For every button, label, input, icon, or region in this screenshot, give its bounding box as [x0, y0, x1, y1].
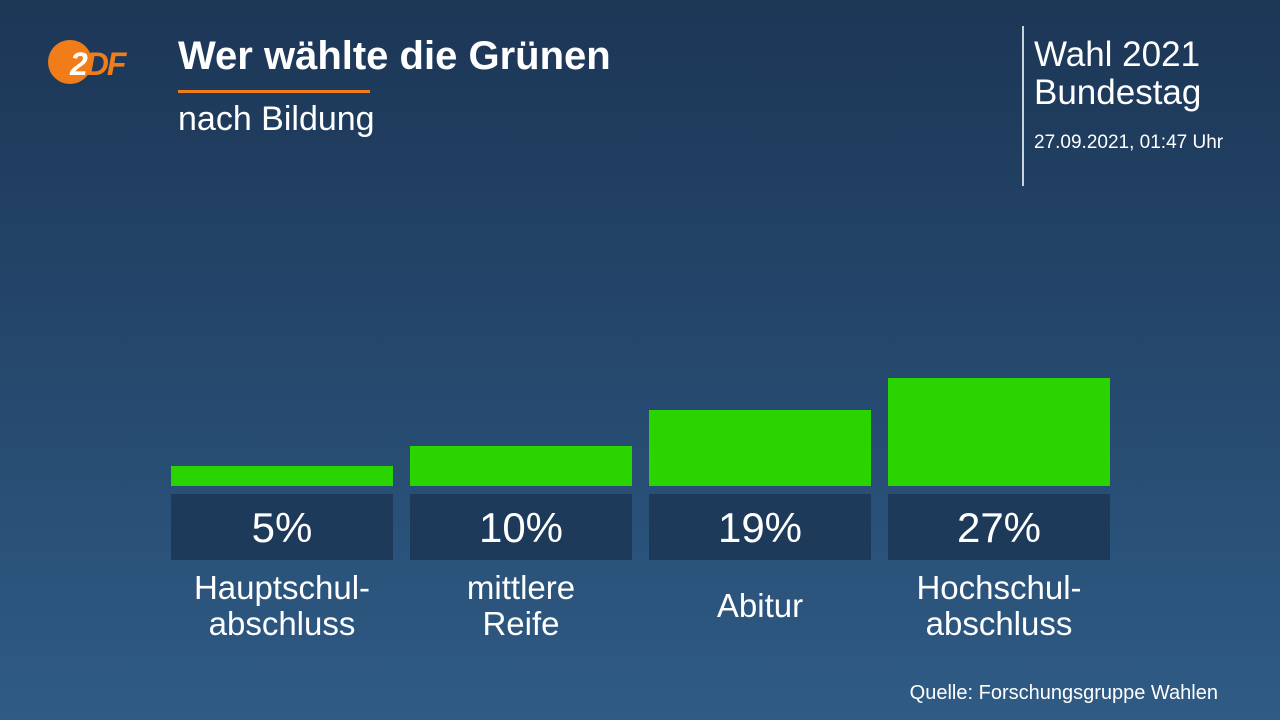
header-divider — [1022, 26, 1024, 186]
category-label-3: Abitur — [717, 587, 803, 624]
category-label-4: Hochschul-abschluss — [916, 569, 1081, 642]
election-body: Bundestag — [1034, 73, 1202, 112]
election-year: Wahl 2021 — [1034, 35, 1201, 74]
value-label-3: 19% — [718, 504, 802, 551]
value-label-4: 27% — [957, 504, 1041, 551]
value-box-1 — [171, 494, 393, 560]
logo-disc-icon — [48, 40, 92, 84]
election-info: Wahl 2021 Bundestag — [1034, 36, 1201, 112]
category-label-2: mittlere Reife — [467, 569, 575, 642]
timestamp: 27.09.2021, 01:47 Uhr — [1034, 132, 1224, 153]
chart-subtitle: nach Bildung — [178, 100, 375, 138]
value-label-2: 10% — [479, 504, 563, 551]
value-box-3 — [649, 494, 871, 560]
logo-text: 2DF — [70, 46, 126, 82]
source-note: Quelle: Forschungsgruppe Wahlen — [909, 682, 1218, 704]
value-label-1: 5% — [252, 504, 313, 551]
title-underline — [178, 90, 370, 93]
chart-title: Wer wählte die Grünen — [178, 34, 611, 78]
value-box-4 — [888, 494, 1110, 560]
zdf-logo: 2DF — [48, 36, 138, 86]
category-label-1: Hauptschul-abschluss — [194, 569, 370, 642]
bar-3 — [649, 410, 871, 486]
bar-2 — [410, 446, 632, 486]
bar-1 — [171, 466, 393, 486]
value-box-2 — [410, 494, 632, 560]
bar-4 — [888, 378, 1110, 486]
